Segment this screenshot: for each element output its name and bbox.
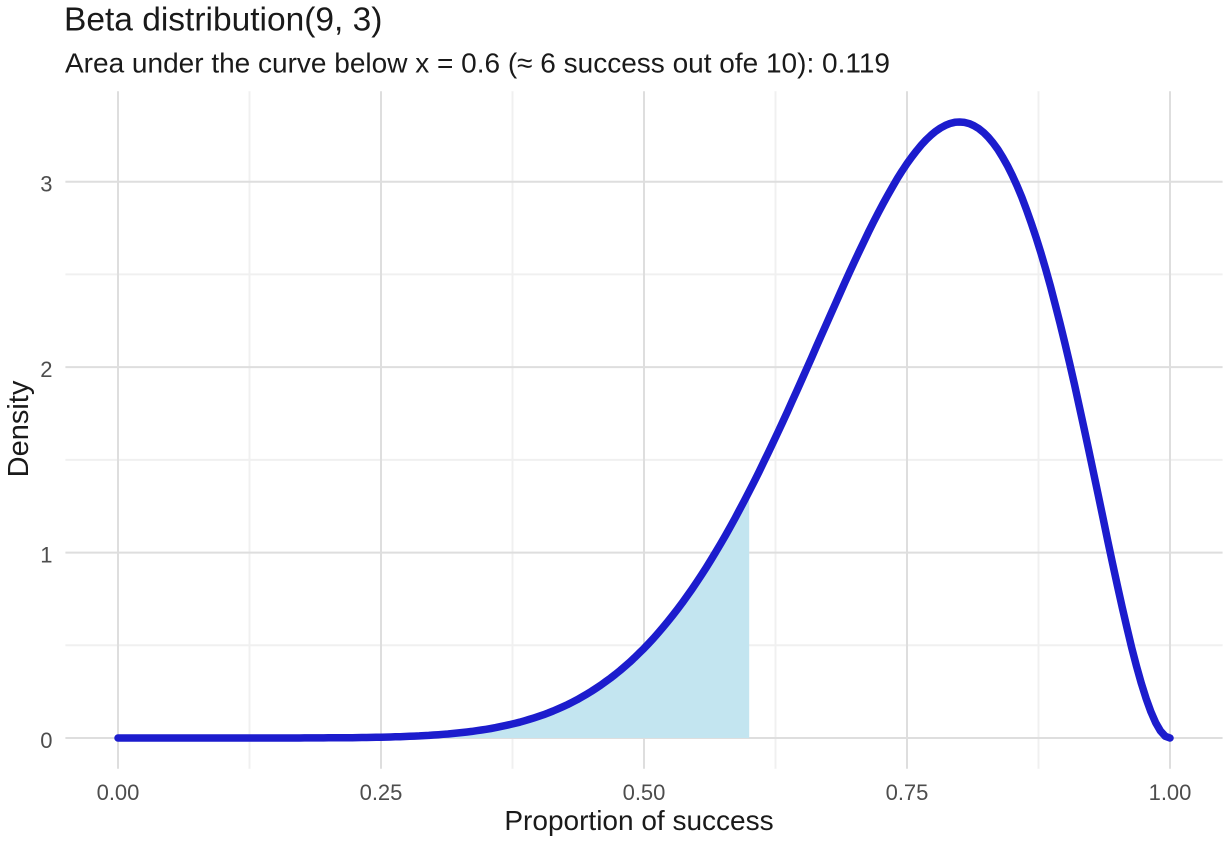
svg-text:1.00: 1.00 [1149, 780, 1192, 805]
svg-text:0.75: 0.75 [886, 780, 929, 805]
svg-text:3: 3 [40, 172, 52, 197]
svg-text:0.00: 0.00 [97, 780, 140, 805]
svg-text:0.25: 0.25 [360, 780, 403, 805]
svg-text:Proportion of success: Proportion of success [504, 805, 773, 836]
svg-text:Density: Density [3, 380, 35, 477]
svg-text:0.50: 0.50 [623, 780, 666, 805]
svg-text:1: 1 [40, 543, 52, 568]
svg-text:Beta distribution(9, 3): Beta distribution(9, 3) [64, 2, 382, 39]
svg-text:0: 0 [40, 728, 52, 753]
svg-text:2: 2 [40, 357, 52, 382]
svg-text:Area under the curve below x =: Area under the curve below x = 0.6 (≈ 6 … [65, 48, 890, 79]
